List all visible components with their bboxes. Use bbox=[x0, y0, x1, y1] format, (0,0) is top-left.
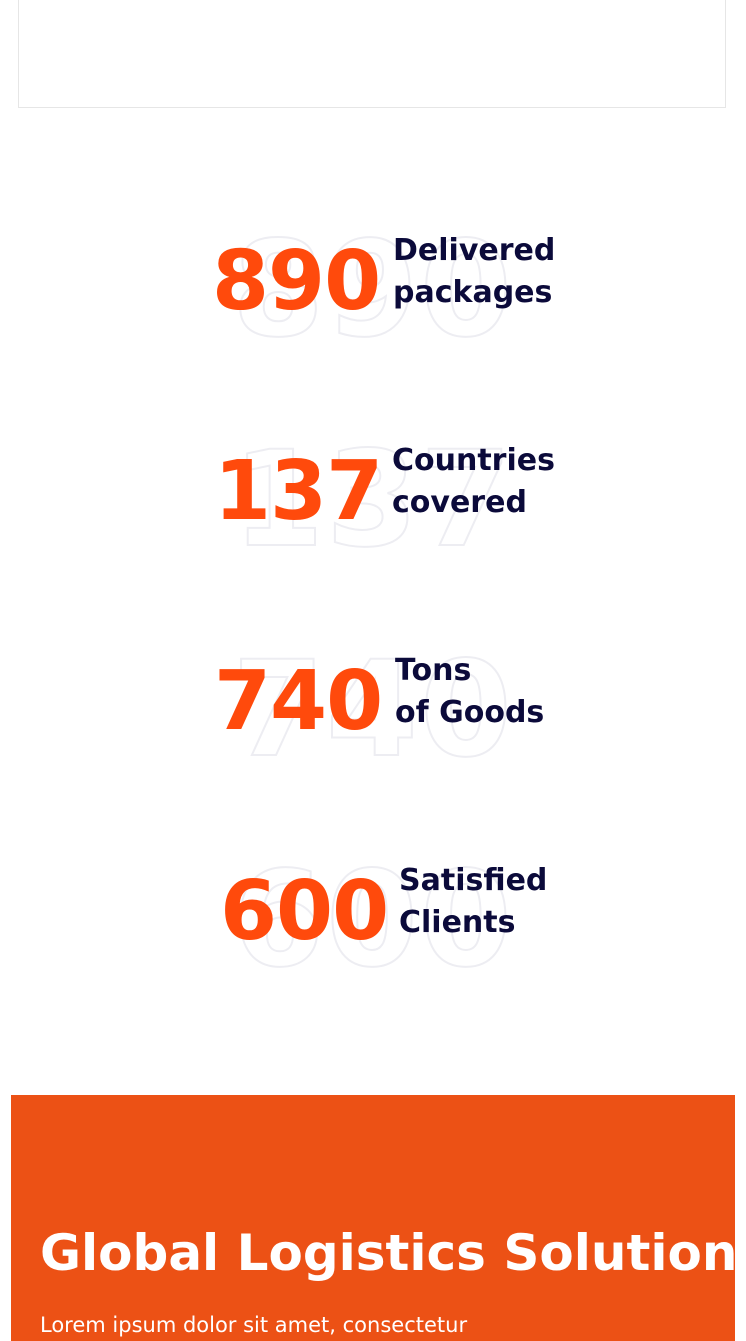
stat-number: 890 bbox=[212, 234, 381, 329]
banner-title: Global Logistics Solutions bbox=[40, 1224, 735, 1282]
stat-tons-of-goods: 740 740 Tons of Goods bbox=[0, 630, 746, 790]
stat-label-line2: Clients bbox=[399, 905, 516, 940]
stat-watermark-number: 600 bbox=[231, 842, 514, 998]
stat-number: 600 bbox=[220, 864, 389, 959]
stat-label-line1: Satisfied bbox=[399, 863, 548, 898]
stat-label: Tons of Goods bbox=[395, 650, 544, 734]
stat-number: 137 bbox=[214, 444, 383, 539]
banner-text: Lorem ipsum dolor sit amet, consectetur bbox=[40, 1313, 468, 1337]
stat-label-line1: Tons bbox=[395, 653, 472, 688]
stat-label-line2: packages bbox=[393, 275, 553, 310]
cta-banner: Global Logistics Solutions Lorem ipsum d… bbox=[11, 1095, 735, 1341]
stat-delivered-packages: 890 890 Delivered packages bbox=[0, 210, 746, 370]
stat-label-line1: Delivered bbox=[393, 233, 556, 268]
content-card bbox=[18, 0, 726, 108]
stat-label-line2: of Goods bbox=[395, 695, 545, 730]
stat-number: 740 bbox=[214, 654, 383, 749]
stat-label: Countries covered bbox=[392, 440, 555, 524]
stat-watermark-number: 890 bbox=[231, 212, 514, 368]
stat-countries-covered: 137 137 Countries covered bbox=[0, 420, 746, 580]
stat-label: Satisfied Clients bbox=[399, 860, 547, 944]
stat-label-line1: Countries bbox=[392, 443, 555, 478]
stat-label: Delivered packages bbox=[393, 230, 555, 314]
stat-watermark-number: 137 bbox=[231, 422, 514, 578]
stat-watermark-number: 740 bbox=[231, 632, 514, 788]
stat-label-line2: covered bbox=[392, 485, 527, 520]
stat-satisfied-clients: 600 600 Satisfied Clients bbox=[0, 840, 746, 1000]
